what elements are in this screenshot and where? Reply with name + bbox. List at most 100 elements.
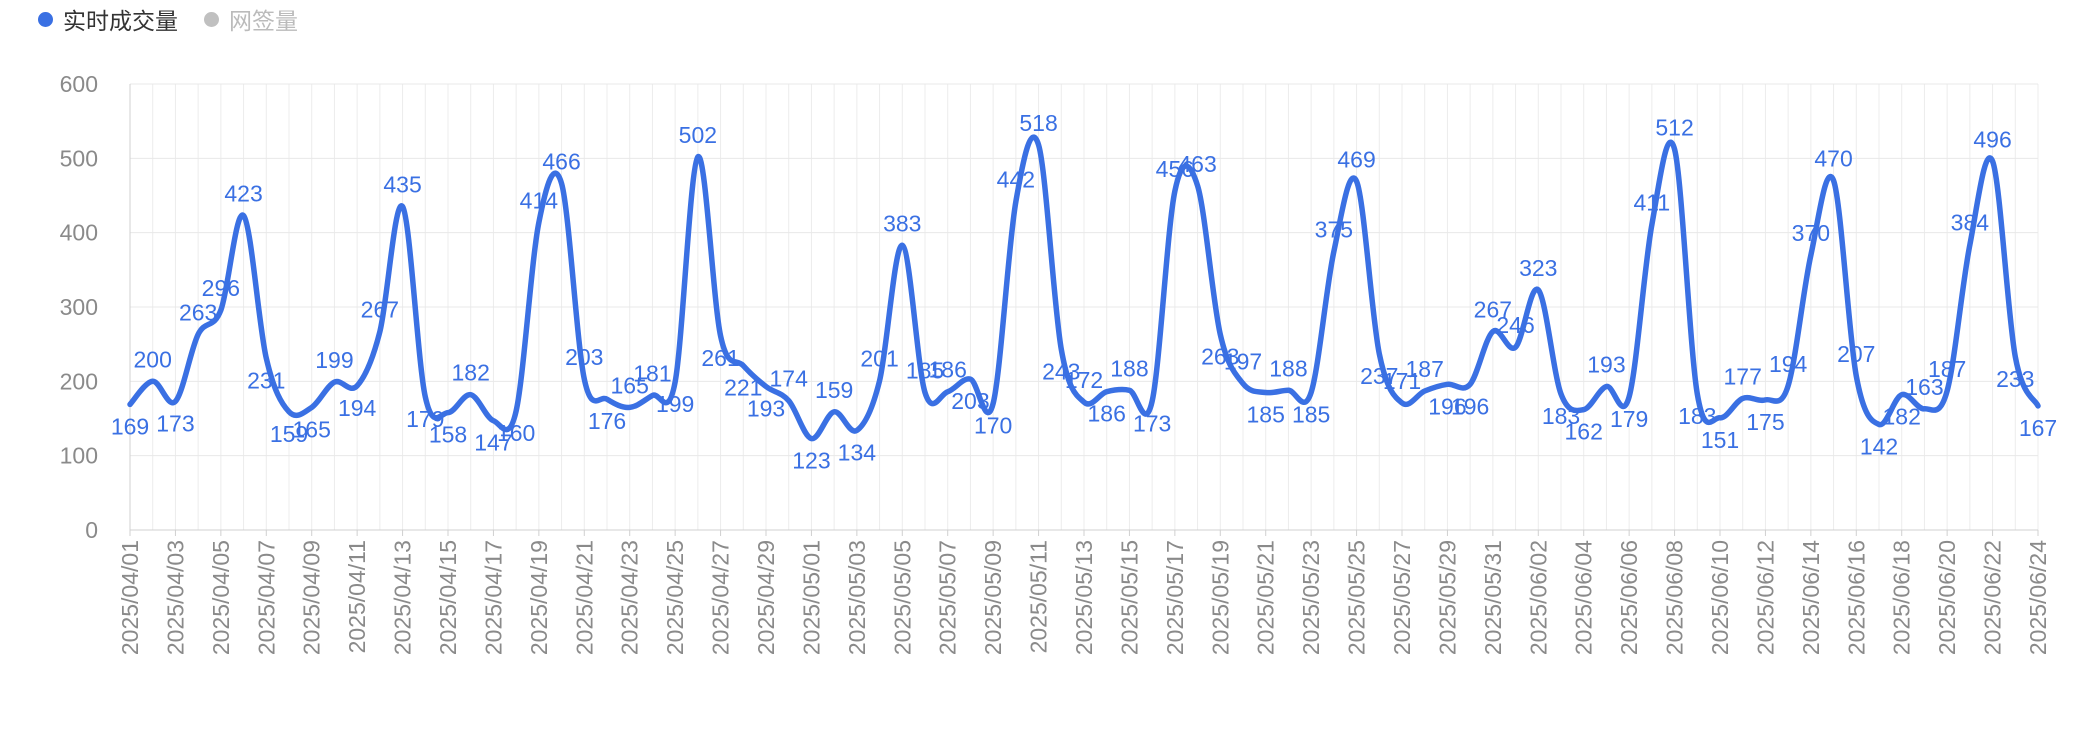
x-tick-label: 2025/05/03: [844, 540, 870, 655]
data-label: 231: [247, 367, 285, 393]
data-label: 173: [156, 410, 194, 436]
x-tick-label: 2025/05/15: [1116, 540, 1142, 655]
data-label: 159: [270, 421, 308, 447]
legend-item-transactions[interactable]: 实时成交量: [38, 2, 178, 36]
legend-item-contracts[interactable]: 网签量: [204, 2, 298, 36]
y-tick-label: 400: [60, 220, 98, 246]
data-label: 512: [1655, 114, 1693, 140]
y-tick-label: 500: [60, 145, 98, 171]
data-label: 384: [1951, 210, 1990, 236]
data-label: 196: [1451, 393, 1489, 419]
data-label: 165: [293, 416, 331, 442]
y-tick-label: 0: [85, 517, 98, 543]
x-tick-label: 2025/04/01: [117, 540, 143, 655]
x-tick-label: 2025/06/02: [1525, 540, 1551, 655]
data-label: 175: [1746, 409, 1784, 435]
x-tick-label: 2025/05/25: [1344, 540, 1370, 655]
x-tick-label: 2025/04/17: [480, 540, 506, 655]
x-tick-label: 2025/06/12: [1752, 540, 1778, 655]
data-label: 414: [520, 187, 559, 213]
data-label: 435: [383, 172, 421, 198]
data-label: 263: [179, 300, 217, 326]
data-label: 159: [815, 377, 853, 403]
data-label: 167: [2019, 415, 2057, 441]
x-tick-label: 2025/06/14: [1798, 540, 1824, 655]
data-label: 243: [1042, 358, 1080, 384]
data-label: 160: [497, 420, 535, 446]
data-label: 171: [1383, 368, 1421, 394]
data-label: 142: [1860, 433, 1898, 459]
x-tick-label: 2025/06/20: [1934, 540, 1960, 655]
data-label: 163: [1905, 374, 1943, 400]
x-axis: 2025/04/01 2025/04/03 2025/04/05 2025/04/07…: [117, 530, 2051, 655]
data-label: 179: [406, 406, 444, 432]
data-label: 411: [1634, 189, 1671, 215]
y-tick-label: 200: [60, 368, 98, 394]
x-tick-label: 2025/05/09: [980, 540, 1006, 655]
legend-dot-icon: [204, 11, 219, 27]
data-label: 246: [1496, 312, 1534, 338]
data-label: 188: [1269, 355, 1307, 381]
x-tick-label: 2025/05/01: [798, 540, 824, 655]
x-tick-label: 2025/06/22: [1980, 540, 2006, 655]
data-label: 151: [1701, 427, 1739, 453]
data-label: 470: [1814, 146, 1852, 172]
data-label: 162: [1565, 419, 1603, 445]
data-label: 267: [361, 297, 399, 323]
data-label: 456: [1156, 156, 1194, 182]
data-label: 201: [860, 346, 898, 372]
data-label: 207: [1837, 341, 1875, 367]
data-label: 185: [906, 357, 944, 383]
y-tick-label: 600: [60, 71, 98, 97]
data-label: 469: [1337, 146, 1375, 172]
data-label: 197: [1224, 349, 1262, 375]
data-label: 194: [338, 395, 377, 421]
data-label: 172: [1065, 367, 1103, 393]
data-label: 502: [679, 122, 717, 148]
data-label: 183: [1678, 403, 1716, 429]
data-label: 267: [1474, 297, 1512, 323]
data-label: 496: [1973, 126, 2011, 152]
x-tick-label: 2025/04/23: [617, 540, 643, 655]
x-tick-label: 2025/04/11: [344, 540, 370, 653]
x-tick-label: 2025/04/29: [753, 540, 779, 655]
data-label: 261: [701, 345, 739, 371]
data-label: 185: [1247, 401, 1285, 427]
data-label: 442: [997, 166, 1035, 192]
data-label: 203: [951, 388, 989, 414]
x-tick-label: 2025/06/04: [1571, 540, 1597, 655]
x-tick-label: 2025/05/27: [1389, 540, 1415, 655]
x-tick-label: 2025/04/07: [253, 540, 279, 655]
data-label: 200: [134, 346, 172, 372]
x-tick-label: 2025/04/09: [299, 540, 325, 655]
x-tick-label: 2025/05/07: [935, 540, 961, 655]
data-label: 221: [724, 375, 762, 401]
x-tick-label: 2025/04/25: [662, 540, 688, 655]
data-label: 182: [1883, 404, 1921, 430]
data-label: 323: [1519, 255, 1557, 281]
data-label: 123: [792, 448, 830, 474]
x-tick-label: 2025/05/05: [889, 540, 915, 655]
data-label: 158: [429, 422, 467, 448]
data-label: 181: [633, 360, 671, 386]
data-label: 134: [838, 439, 877, 465]
data-label: 423: [224, 181, 262, 207]
data-label: 196: [1428, 393, 1466, 419]
data-label: 176: [588, 408, 626, 434]
data-label: 296: [202, 275, 240, 301]
legend-label: 网签量: [229, 8, 298, 34]
data-label: 185: [1292, 401, 1330, 427]
data-label: 263: [1201, 344, 1239, 370]
data-label: 187: [1406, 356, 1444, 382]
x-tick-label: 2025/06/24: [2025, 540, 2051, 655]
data-label: 187: [1928, 356, 1966, 382]
data-label: 183: [1542, 403, 1580, 429]
x-tick-label: 2025/04/27: [708, 540, 734, 655]
x-tick-label: 2025/06/18: [1889, 540, 1915, 655]
data-label: 203: [565, 344, 603, 370]
x-tick-label: 2025/04/21: [571, 540, 597, 655]
data-label: 383: [883, 210, 921, 236]
data-label: 170: [974, 413, 1012, 439]
data-label: 173: [1133, 410, 1171, 436]
